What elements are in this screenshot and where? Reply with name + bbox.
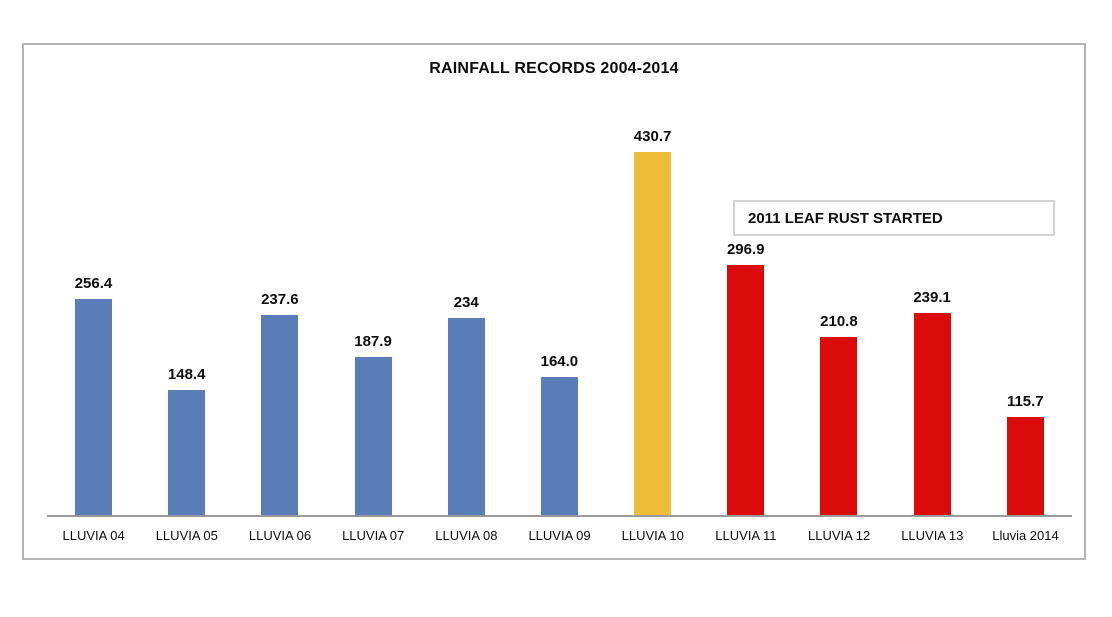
x-axis-label: LLUVIA 12 (808, 528, 871, 543)
bar-group: 239.1 (886, 289, 979, 515)
chart-plot-region: RAINFALL RECORDS 2004-2014 2011 LEAF RUS… (24, 45, 1084, 558)
bar (913, 313, 951, 515)
bar-group: 148.4 (140, 366, 233, 515)
bar-value-label: 115.7 (1006, 393, 1044, 410)
bar-value-label: 148.4 (167, 366, 206, 383)
bar-value-label: 430.7 (633, 128, 672, 145)
bar-group: 234 (420, 294, 513, 515)
annotation-text: 2011 LEAF RUST STARTED (748, 209, 943, 227)
bar-value-label: 237.6 (261, 291, 299, 308)
x-axis-label: LLUVIA 04 (62, 528, 125, 543)
x-axis-label: LLUVIA 08 (435, 528, 498, 543)
bar (447, 318, 485, 515)
bar (261, 315, 299, 515)
bar-value-label: 234 (453, 294, 479, 311)
x-axis-label: LLUVIA 10 (621, 528, 684, 543)
x-axis-line (47, 515, 1072, 517)
bar-group: 256.4 (47, 275, 140, 515)
bar (75, 299, 112, 515)
chart-title: RAINFALL RECORDS 2004-2014 (429, 60, 679, 77)
bar-group: 210.8 (792, 313, 885, 515)
bar (354, 357, 392, 515)
bar-value-label: 239.1 (913, 289, 951, 306)
bar-value-label: 164.0 (540, 353, 579, 370)
bar-value-label: 256.4 (74, 275, 113, 292)
x-axis-label: LLUVIA 07 (342, 528, 405, 543)
bar-group: 237.6 (233, 291, 326, 515)
bar (540, 377, 578, 515)
annotation-box: 2011 LEAF RUST STARTED (733, 200, 1055, 236)
bar (634, 152, 672, 515)
bar (1006, 417, 1044, 515)
bar (727, 265, 765, 515)
x-axis-label: LLUVIA 13 (901, 528, 964, 543)
bar-value-label: 210.8 (820, 313, 858, 330)
x-axis-label: LLUVIA 06 (248, 528, 312, 543)
bar (168, 390, 206, 515)
x-axis-label: LLUVIA 05 (155, 528, 218, 543)
bar-group: 430.7 (606, 128, 699, 515)
chart-frame: RAINFALL RECORDS 2004-2014 2011 LEAF RUS… (22, 43, 1086, 560)
x-axis-label: LLUVIA 11 (715, 528, 777, 543)
bar-value-label: 187.9 (354, 333, 392, 350)
x-axis-label: Lluvia 2014 (992, 528, 1059, 543)
bar-plot-area: 256.4 148.4 237.6 187.9 234 164.0 430.7 296.9 21… (47, 45, 1072, 515)
x-axis-labels: LLUVIA 04 LLUVIA 05 LLUVIA 06 LLUVIA 07 LLUV… (47, 528, 1072, 543)
bar-group: 115.7 (979, 393, 1072, 515)
bar (820, 337, 858, 515)
bar-group: 187.9 (327, 333, 420, 515)
bar-value-label: 296.9 (726, 241, 765, 258)
bar-group: 164.0 (513, 353, 606, 515)
bar-group: 296.9 (699, 241, 792, 515)
x-axis-label: LLUVIA 09 (528, 528, 591, 543)
